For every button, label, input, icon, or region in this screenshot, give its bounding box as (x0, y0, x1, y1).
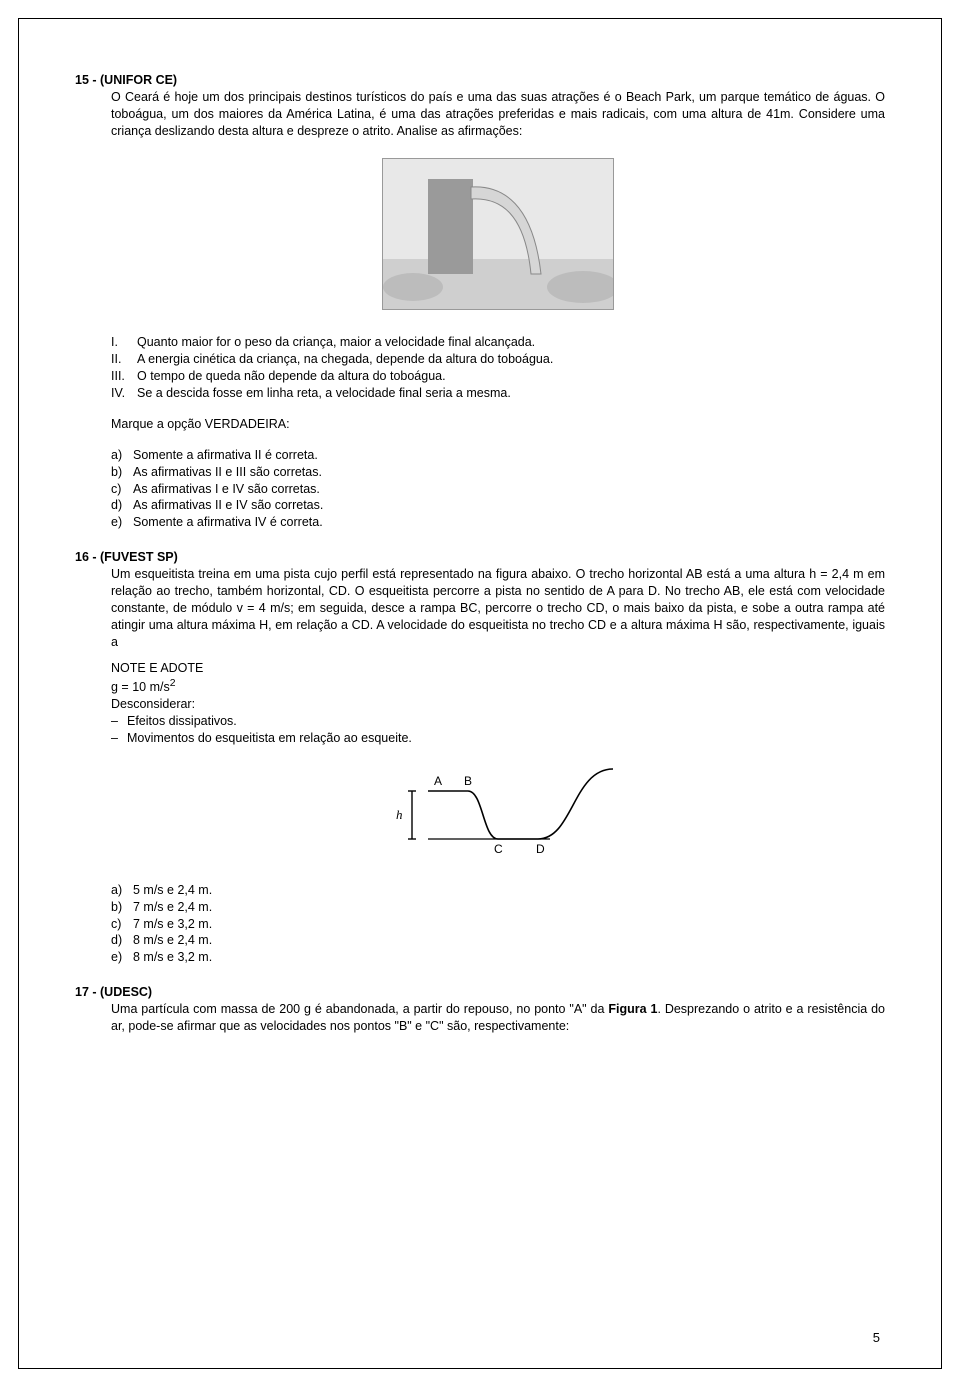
waterslide-photo-icon (383, 159, 614, 310)
q16-alternatives: a)5 m/s e 2,4 m. b)7 m/s e 2,4 m. c)7 m/… (111, 882, 885, 966)
roman-numeral: I. (111, 334, 137, 351)
alt-text: 5 m/s e 2,4 m. (133, 882, 212, 899)
g-sup: 2 (170, 678, 176, 689)
alt-text: As afirmativas II e IV são corretas. (133, 497, 323, 514)
alt-letter: c) (111, 481, 133, 498)
alt-text: 8 m/s e 3,2 m. (133, 949, 212, 966)
question-16: 16 - (FUVEST SP) Um esqueitista treina e… (75, 549, 885, 966)
q16-body: Um esqueitista treina em uma pista cujo … (111, 566, 885, 966)
q15-photo-placeholder (382, 158, 614, 310)
q15-roman-item: III.O tempo de queda não depende da altu… (111, 368, 885, 385)
svg-text:D: D (536, 842, 545, 856)
alt-text: 7 m/s e 3,2 m. (133, 916, 212, 933)
alt-text: 7 m/s e 2,4 m. (133, 899, 212, 916)
svg-text:A: A (434, 774, 442, 788)
q16-g-line: g = 10 m/s2 (111, 677, 885, 696)
alt-letter: b) (111, 464, 133, 481)
q15-source: (UNIFOR CE) (100, 73, 177, 87)
q16-alt: c)7 m/s e 3,2 m. (111, 916, 885, 933)
q15-roman-item: I.Quanto maior for o peso da criança, ma… (111, 334, 885, 351)
q15-roman-item: IV.Se a descida fosse em linha reta, a v… (111, 385, 885, 402)
q17-body: Uma partícula com massa de 200 g é aband… (111, 1001, 885, 1035)
roman-numeral: III. (111, 368, 137, 385)
q16-profile-diagram: h A B C D (378, 761, 618, 857)
alt-letter: a) (111, 447, 133, 464)
q16-alt: b)7 m/s e 2,4 m. (111, 899, 885, 916)
alt-letter: c) (111, 916, 133, 933)
q15-alternatives: a)Somente a afirmativa II é correta. b)A… (111, 447, 885, 531)
q16-source: (FUVEST SP) (100, 550, 178, 564)
roman-text: Quanto maior for o peso da criança, maio… (137, 334, 535, 351)
q15-alt: e)Somente a afirmativa IV é correta. (111, 514, 885, 531)
alt-letter: d) (111, 932, 133, 949)
roman-numeral: IV. (111, 385, 137, 402)
page-content: 15 - (UNIFOR CE) O Ceará é hoje um dos p… (75, 72, 885, 1332)
q15-roman-item: II.A energia cinética da criança, na che… (111, 351, 885, 368)
q16-diagram-wrap: h A B C D (111, 761, 885, 862)
q16-desconsiderar: Desconsiderar: (111, 696, 885, 713)
svg-text:h: h (396, 807, 403, 822)
q15-paragraph: O Ceará é hoje um dos principais destino… (111, 89, 885, 140)
q15-alt: d)As afirmativas II e IV são corretas. (111, 497, 885, 514)
q16-dash-list: –Efeitos dissipativos. –Movimentos do es… (111, 713, 885, 747)
dash-text: Efeitos dissipativos. (127, 713, 237, 730)
question-17: 17 - (UDESC) Uma partícula com massa de … (75, 984, 885, 1035)
dash-text: Movimentos do esqueitista em relação ao … (127, 730, 412, 747)
dash-mark: – (111, 730, 127, 747)
alt-letter: e) (111, 949, 133, 966)
q17-para-pre: Uma partícula com massa de 200 g é aband… (111, 1002, 608, 1016)
q15-alt: a)Somente a afirmativa II é correta. (111, 447, 885, 464)
alt-text: Somente a afirmativa IV é correta. (133, 514, 323, 531)
q15-figure-wrap (111, 158, 885, 315)
q15-number: 15 - (75, 73, 100, 87)
dash-mark: – (111, 713, 127, 730)
q15-alt: b)As afirmativas II e III são corretas. (111, 464, 885, 481)
q16-paragraph: Um esqueitista treina em uma pista cujo … (111, 566, 885, 650)
alt-text: Somente a afirmativa II é correta. (133, 447, 318, 464)
dash-item: –Efeitos dissipativos. (111, 713, 885, 730)
question-15: 15 - (UNIFOR CE) O Ceará é hoje um dos p… (75, 72, 885, 531)
g-text: g = 10 m/s (111, 680, 170, 694)
q15-prompt: Marque a opção VERDADEIRA: (111, 416, 885, 433)
q17-number: 17 - (75, 985, 100, 999)
alt-letter: a) (111, 882, 133, 899)
alt-text: 8 m/s e 2,4 m. (133, 932, 212, 949)
roman-text: A energia cinética da criança, na chegad… (137, 351, 553, 368)
alt-text: As afirmativas II e III são corretas. (133, 464, 322, 481)
roman-text: O tempo de queda não depende da altura d… (137, 368, 446, 385)
alt-letter: d) (111, 497, 133, 514)
dash-item: –Movimentos do esqueitista em relação ao… (111, 730, 885, 747)
q16-number: 16 - (75, 550, 100, 564)
q16-note-title: NOTE E ADOTE (111, 660, 885, 677)
q16-alt: e)8 m/s e 3,2 m. (111, 949, 885, 966)
q16-alt: a)5 m/s e 2,4 m. (111, 882, 885, 899)
alt-letter: e) (111, 514, 133, 531)
page-number: 5 (873, 1329, 880, 1347)
q15-roman-list: I.Quanto maior for o peso da criança, ma… (111, 334, 885, 402)
q17-para-bold: Figura 1 (608, 1002, 657, 1016)
roman-text: Se a descida fosse em linha reta, a velo… (137, 385, 511, 402)
svg-text:B: B (464, 774, 472, 788)
q15-alt: c)As afirmativas I e IV são corretas. (111, 481, 885, 498)
alt-letter: b) (111, 899, 133, 916)
q16-alt: d)8 m/s e 2,4 m. (111, 932, 885, 949)
q15-body: O Ceará é hoje um dos principais destino… (111, 89, 885, 531)
svg-text:C: C (494, 842, 503, 856)
q17-source: (UDESC) (100, 985, 152, 999)
alt-text: As afirmativas I e IV são corretas. (133, 481, 320, 498)
roman-numeral: II. (111, 351, 137, 368)
